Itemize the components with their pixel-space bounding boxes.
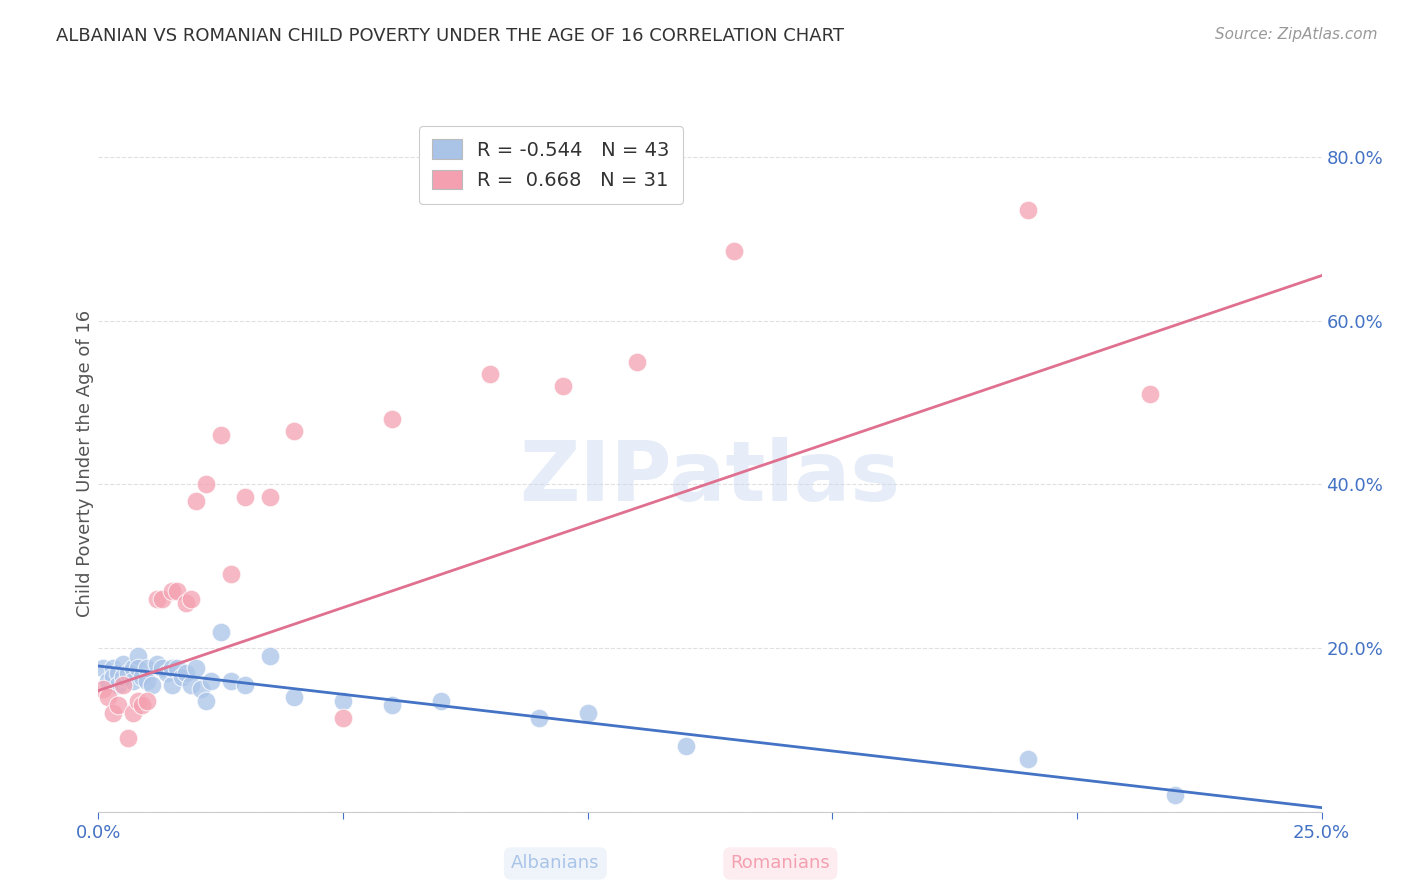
Point (176, 665, 198, 680)
Point (233, 490, 256, 504)
Point (146, 591, 169, 606)
Point (160, 678, 183, 692)
Point (675, 739, 697, 754)
Point (150, 661, 173, 675)
Text: ALBANIAN VS ROMANIAN CHILD POVERTY UNDER THE AGE OF 16 CORRELATION CHART: ALBANIAN VS ROMANIAN CHILD POVERTY UNDER… (56, 27, 844, 45)
Point (1164, 789, 1187, 803)
Point (176, 596, 198, 610)
Point (101, 670, 124, 684)
Point (219, 567, 242, 582)
Point (259, 649, 281, 664)
Point (166, 583, 188, 598)
Y-axis label: Child Poverty Under the Age of 16: Child Poverty Under the Age of 16 (76, 310, 94, 617)
Point (200, 673, 222, 688)
Point (121, 673, 143, 688)
Point (381, 412, 404, 426)
Point (381, 698, 404, 713)
Point (97, 690, 120, 705)
Point (195, 694, 218, 708)
Point (111, 678, 134, 692)
Point (209, 428, 232, 442)
Point (91, 661, 114, 675)
Point (101, 706, 124, 721)
Point (430, 694, 453, 708)
Point (117, 665, 139, 680)
Point (576, 706, 599, 721)
Point (233, 678, 256, 692)
Point (127, 649, 149, 664)
Point (111, 670, 134, 684)
Point (141, 678, 163, 692)
Point (626, 354, 648, 368)
Point (160, 661, 183, 675)
Point (283, 424, 305, 438)
Point (180, 678, 202, 692)
Point (97, 673, 120, 688)
Point (136, 661, 159, 675)
Point (209, 624, 232, 639)
Point (195, 477, 218, 491)
Point (136, 694, 159, 708)
Point (127, 661, 149, 675)
Legend: R = -0.544   N = 43, R =  0.668   N = 31: R = -0.544 N = 43, R = 0.668 N = 31 (419, 126, 683, 203)
Point (121, 661, 143, 675)
Point (160, 583, 183, 598)
Point (107, 698, 129, 713)
Point (283, 690, 305, 705)
Point (131, 698, 153, 713)
Point (186, 661, 208, 675)
Point (1139, 387, 1161, 401)
Point (156, 665, 179, 680)
Point (150, 591, 173, 606)
Point (332, 694, 354, 708)
Point (332, 710, 354, 724)
Point (117, 731, 139, 745)
Point (121, 706, 143, 721)
Point (190, 681, 212, 696)
Point (478, 367, 501, 381)
Point (170, 670, 193, 684)
Point (127, 694, 149, 708)
Point (146, 657, 169, 672)
Text: Source: ZipAtlas.com: Source: ZipAtlas.com (1215, 27, 1378, 42)
Point (166, 661, 188, 675)
Point (107, 678, 129, 692)
Point (107, 665, 129, 680)
Point (136, 673, 159, 688)
Text: ZIPatlas: ZIPatlas (520, 437, 900, 518)
Point (219, 673, 242, 688)
Point (131, 670, 153, 684)
Point (111, 657, 134, 672)
Point (527, 710, 550, 724)
Text: Albanians: Albanians (512, 855, 599, 872)
Point (91, 681, 114, 696)
Text: Romanians: Romanians (731, 855, 830, 872)
Point (259, 490, 281, 504)
Point (186, 493, 208, 508)
Point (553, 379, 575, 393)
Point (723, 244, 745, 258)
Point (1017, 203, 1039, 218)
Point (1017, 751, 1039, 765)
Point (101, 661, 124, 675)
Point (180, 591, 202, 606)
